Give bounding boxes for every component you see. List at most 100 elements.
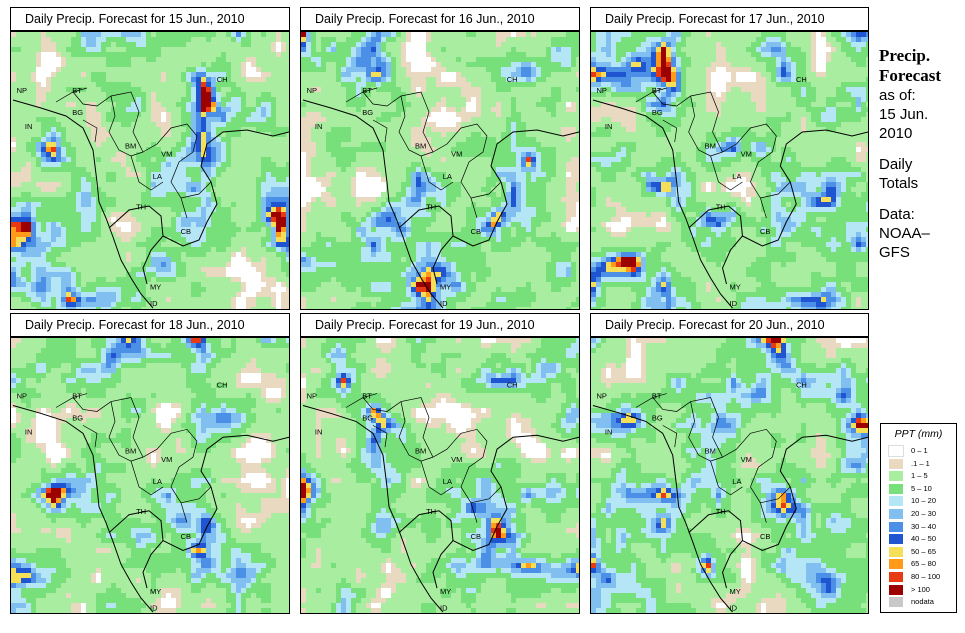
country-label: CH (217, 75, 228, 84)
panel-title: Daily Precip. Forecast for 19 Jun., 2010 (300, 313, 580, 337)
legend-swatch (889, 546, 903, 557)
country-label: CH (507, 381, 518, 390)
country-label: NP (307, 86, 317, 95)
legend-label: 80 – 100 (911, 572, 941, 581)
country-label: BT (652, 392, 662, 401)
country-label: ID (150, 299, 158, 308)
country-label: BM (125, 141, 136, 150)
country-borders (345, 393, 502, 523)
data-source: Data: (879, 206, 915, 223)
legend-label: 0 – 1 (911, 446, 928, 455)
country-label: ID (150, 603, 158, 612)
coastline (302, 99, 579, 309)
legend-label: 50 – 65 (911, 546, 937, 556)
legend-label: nodata (911, 597, 934, 607)
precip-map: NP BT IN BG CH BM VM LA TH CB MY ID (590, 31, 869, 310)
legend-swatch (889, 572, 903, 582)
asof-year: 2010 (879, 125, 913, 142)
country-label: BG (652, 414, 663, 423)
country-label: BM (415, 141, 426, 150)
country-label: TH (136, 202, 146, 211)
legend-label: .1 – 1 (911, 458, 930, 468)
legend-swatch (889, 597, 903, 608)
country-label: CB (471, 227, 481, 236)
legend-swatch (889, 559, 903, 570)
country-label: MY (730, 587, 741, 596)
country-label: BT (72, 392, 82, 401)
data-source: NOAA– (879, 225, 930, 242)
country-label: NP (307, 392, 317, 401)
legend-swatch (888, 445, 904, 457)
country-label: TH (136, 507, 146, 516)
country-label: BT (362, 392, 372, 401)
country-label: BG (72, 108, 83, 117)
country-label: VM (161, 150, 172, 159)
country-label: NP (597, 392, 607, 401)
asof-label: as of: (879, 87, 916, 104)
country-label: LA (153, 172, 162, 181)
country-label: CB (181, 227, 191, 236)
country-label: VM (741, 150, 752, 159)
coastline (592, 405, 868, 613)
coastline (592, 99, 868, 309)
legend-swatch (889, 458, 903, 469)
map-info: Precip. Forecast as of: 15 Jun. 2010 Dai… (879, 46, 964, 262)
country-label: ID (440, 603, 448, 612)
country-label: NP (597, 86, 607, 95)
country-label: CB (760, 532, 770, 541)
country-label: LA (153, 477, 162, 486)
country-label: IN (315, 427, 323, 436)
legend-label: > 100 (911, 584, 930, 594)
precip-map: NP BT IN BG CH BM VM LA TH CB MY ID (10, 337, 290, 614)
data-source: GFS (879, 244, 910, 261)
coastline (12, 405, 289, 613)
asof-date: 15 Jun. (879, 106, 929, 123)
legend-swatch (889, 521, 903, 532)
country-label: CH (507, 75, 518, 84)
country-label: BM (705, 447, 716, 456)
country-label: CH (796, 381, 807, 390)
country-label: CB (471, 532, 481, 541)
precip-map: NP BT IN BG CH BM VM LA TH CB MY ID (10, 31, 290, 310)
country-label: BG (652, 108, 663, 117)
totals-label: Daily (879, 156, 913, 173)
legend-label: 40 – 50 (911, 534, 937, 544)
legend-swatch (889, 483, 903, 494)
country-label: TH (426, 507, 436, 516)
country-label: ID (730, 299, 738, 308)
precip-map: NP BT IN BG CH BM VM LA TH CB MY ID (300, 31, 580, 310)
country-label: ID (730, 603, 738, 612)
country-label: BT (362, 86, 372, 95)
totals-label: Totals (879, 175, 919, 192)
legend-label: 20 – 30 (911, 509, 937, 518)
country-label: BM (125, 447, 136, 456)
country-borders (635, 87, 791, 219)
panel-title: Daily Precip. Forecast for 20 Jun., 2010 (590, 313, 869, 337)
country-label: CH (217, 381, 228, 390)
country-label: VM (451, 455, 462, 464)
panel-title: Daily Precip. Forecast for 18 Jun., 2010 (10, 313, 290, 337)
map-title: Forecast (879, 66, 941, 85)
country-label: CB (760, 227, 770, 236)
legend-label: 10 – 20 (911, 496, 937, 506)
country-label: IN (25, 122, 33, 131)
country-label: IN (25, 427, 33, 436)
panel-title: Daily Precip. Forecast for 17 Jun., 2010 (590, 7, 869, 31)
coastline (302, 405, 579, 613)
country-label: LA (732, 477, 741, 486)
country-label: NP (17, 392, 27, 401)
country-borders (55, 393, 212, 523)
country-label: BT (652, 86, 662, 95)
country-label: MY (730, 283, 741, 292)
country-label: BT (72, 86, 82, 95)
country-label: MY (440, 283, 451, 292)
country-label: VM (741, 455, 752, 464)
country-label: BG (362, 414, 373, 423)
country-label: IN (315, 122, 323, 131)
country-label: MY (150, 283, 161, 292)
coastline (12, 99, 289, 309)
country-borders (55, 87, 212, 219)
country-label: VM (161, 455, 172, 464)
country-label: MY (440, 587, 451, 596)
legend-swatch (889, 471, 903, 482)
